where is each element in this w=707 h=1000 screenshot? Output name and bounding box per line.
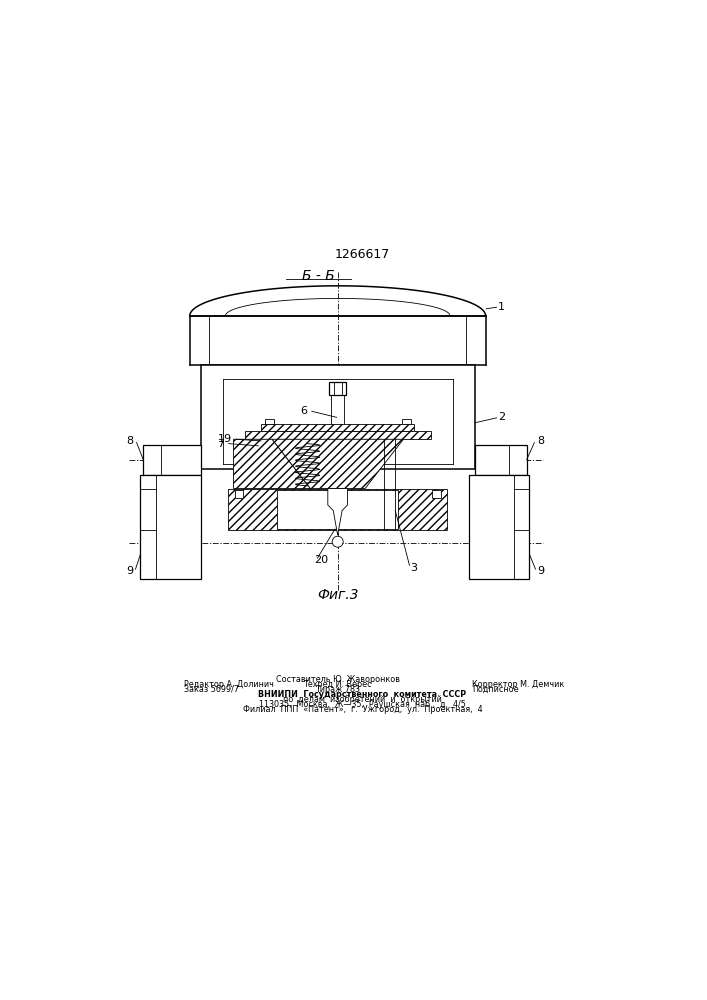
Polygon shape	[233, 439, 310, 489]
Text: 8: 8	[538, 436, 545, 446]
Bar	[245, 431, 431, 439]
Bar	[144, 445, 201, 475]
Text: 6: 6	[300, 406, 308, 416]
Bar	[141, 475, 201, 579]
Text: Редактор А. Долинич: Редактор А. Долинич	[185, 680, 274, 689]
Text: 113035,  Москва,  Ж—35,  Раушская  наб.,  д.  4/5: 113035, Москва, Ж—35, Раушская наб., д. …	[259, 700, 466, 709]
Text: Составитель Ю. Жаворонков: Составитель Ю. Жаворонков	[276, 675, 399, 684]
Text: 9: 9	[126, 566, 134, 576]
Text: Филиал  ППП  «Патент»,  г.  Ужгород,  ул.  Проектная,  4: Филиал ППП «Патент», г. Ужгород, ул. Про…	[243, 705, 482, 714]
Text: Фиг.3: Фиг.3	[317, 588, 358, 602]
Text: 7: 7	[217, 439, 224, 449]
Bar	[329, 382, 346, 395]
Bar	[211, 365, 243, 382]
Text: Б - Б: Б - Б	[302, 269, 335, 283]
Text: 1266617: 1266617	[334, 248, 390, 261]
Text: 3: 3	[411, 563, 418, 573]
Text: 8: 8	[126, 436, 134, 446]
Text: Корректор М. Демчик: Корректор М. Демчик	[472, 680, 564, 689]
Text: 19: 19	[218, 434, 232, 444]
Bar	[432, 365, 464, 382]
Text: Подписное: Подписное	[472, 685, 518, 694]
Text: Техред И. Верес: Техред И. Верес	[303, 680, 372, 689]
Bar	[474, 445, 527, 475]
Bar	[277, 490, 398, 529]
Bar	[261, 424, 414, 431]
Bar	[228, 489, 448, 530]
Bar	[402, 419, 411, 424]
Text: Заказ 5699/7: Заказ 5699/7	[185, 685, 239, 694]
Text: 9: 9	[538, 566, 545, 576]
Text: 2: 2	[498, 412, 506, 422]
Text: Тираж 783: Тираж 783	[315, 685, 360, 694]
Text: ВНИИПИ  Государственного  комитета  СССР: ВНИИПИ Государственного комитета СССР	[258, 690, 467, 699]
Bar	[469, 475, 530, 579]
Bar	[432, 490, 440, 498]
Text: 1: 1	[498, 302, 506, 312]
Bar	[201, 365, 474, 469]
Polygon shape	[328, 489, 348, 535]
Text: 20: 20	[314, 555, 328, 565]
Text: по  делам  изобретений  и  открытий: по делам изобретений и открытий	[283, 695, 442, 704]
Circle shape	[332, 536, 343, 547]
Bar	[235, 490, 243, 498]
Polygon shape	[272, 439, 404, 489]
Bar	[265, 419, 274, 424]
